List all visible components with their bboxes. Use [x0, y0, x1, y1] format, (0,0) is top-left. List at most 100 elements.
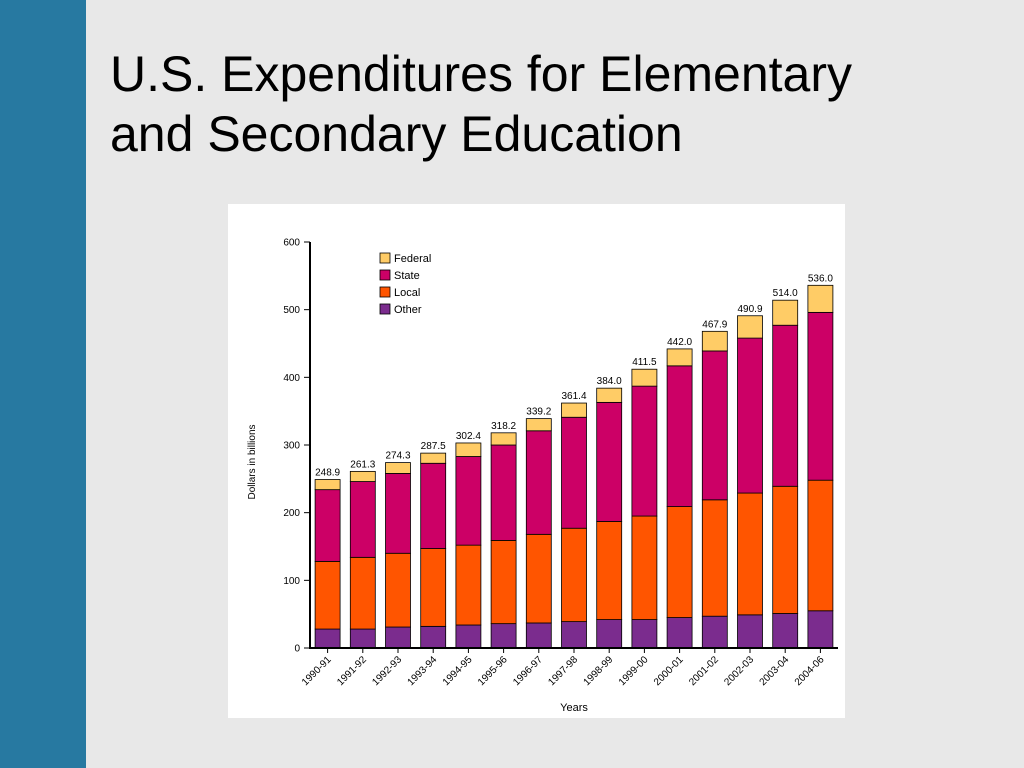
x-tick-label: 2004-06 [793, 654, 827, 688]
bar-federal-1996-97 [525, 418, 552, 432]
bar-total-label: 302.4 [456, 431, 481, 442]
bar-federal-1999-00 [631, 368, 658, 387]
x-tick-label: 2002-03 [722, 654, 756, 688]
bar-local-1997-98 [561, 527, 587, 623]
bar-state-2002-03 [737, 337, 763, 494]
bar-other-2001-02 [701, 615, 728, 649]
legend-label-federal: Federal [394, 253, 431, 265]
y-tick-label: 600 [283, 238, 300, 249]
legend-label-local: Local [394, 287, 420, 299]
bar-other-1998-99 [596, 619, 623, 649]
bar-other-1995-96 [490, 623, 517, 649]
bar-local-2000-01 [666, 506, 693, 618]
legend-swatch-local [379, 286, 391, 298]
bar-total-label: 536.0 [808, 273, 833, 284]
bar-other-1999-00 [631, 619, 658, 649]
legend-label-state: State [394, 270, 420, 282]
x-tick-label: 2001-02 [687, 654, 721, 688]
bar-local-2002-03 [737, 492, 763, 616]
bar-local-2003-04 [772, 485, 799, 614]
bar-total-label: 490.9 [737, 304, 762, 315]
side-accent-bar [0, 0, 86, 768]
bars: 248.9 261.3 274.3 287.5 302.4 318.2 339.2 361.4… [314, 273, 834, 649]
bar-total-label: 248.9 [315, 468, 340, 479]
legend: Federal State Local Other [379, 252, 431, 316]
bar-local-1995-96 [490, 540, 517, 625]
x-tick-label: 1991-92 [335, 654, 369, 688]
bar-local-2004-06 [807, 479, 834, 612]
bar-federal-1994-95 [455, 442, 482, 457]
bar-federal-1992-93 [385, 462, 411, 474]
legend-swatch-other [379, 303, 391, 315]
bar-federal-2001-02 [701, 330, 728, 352]
y-tick-label: 0 [294, 644, 300, 655]
bar-local-1996-97 [525, 533, 552, 624]
x-tick-label: 1996-97 [511, 654, 545, 688]
bar-state-1994-95 [455, 456, 482, 546]
bar-state-1992-93 [385, 473, 411, 554]
bar-other-2000-01 [666, 617, 693, 649]
bar-total-label: 261.3 [350, 459, 375, 470]
bar-state-1999-00 [631, 385, 658, 517]
chart-panel: Federal State Local Other 248.9 261.3 274.3 28… [228, 204, 845, 718]
bar-federal-2004-06 [807, 284, 834, 313]
bar-other-1996-97 [525, 622, 552, 649]
bar-federal-2002-03 [737, 315, 763, 339]
slide-title-line-2: and Secondary Education [110, 106, 683, 162]
y-tick-label: 400 [283, 373, 300, 384]
y-axis-label: Dollars in billions [247, 424, 258, 499]
bar-local-2001-02 [701, 499, 728, 617]
bar-federal-1993-94 [420, 452, 447, 464]
bar-other-1994-95 [455, 624, 482, 649]
stacked-bar-chart: Federal State Local Other 248.9 261.3 274.3 28… [247, 238, 838, 714]
bar-total-label: 361.4 [561, 391, 586, 402]
bar-other-2003-04 [772, 613, 799, 649]
bar-federal-1990-91 [314, 479, 341, 491]
x-tick-label: 1999-00 [617, 654, 651, 688]
bar-state-1997-98 [561, 416, 587, 529]
x-tick-label: 1998-99 [582, 654, 616, 688]
bar-local-1998-99 [596, 521, 623, 620]
bar-federal-2000-01 [666, 348, 693, 367]
bar-state-2000-01 [666, 365, 693, 507]
bar-total-label: 442.0 [667, 337, 692, 348]
legend-swatch-federal [379, 252, 391, 264]
bar-local-1992-93 [385, 552, 411, 628]
bar-state-2004-06 [807, 311, 834, 481]
bar-local-1994-95 [455, 544, 482, 626]
bar-other-2004-06 [807, 610, 834, 649]
bar-other-2002-03 [737, 614, 763, 649]
slide-title: U.S. Expenditures for Elementary and Sec… [110, 44, 1010, 164]
bar-state-1990-91 [314, 489, 341, 562]
y-tick-label: 500 [283, 305, 300, 316]
bar-federal-1995-96 [490, 432, 517, 446]
bar-other-1997-98 [561, 621, 587, 649]
bar-state-1993-94 [420, 462, 447, 549]
bar-state-2001-02 [701, 350, 728, 501]
bar-federal-2003-04 [772, 299, 799, 326]
y-tick-label: 200 [283, 508, 300, 519]
bar-total-label: 411.5 [632, 357, 657, 368]
bar-local-1993-94 [420, 548, 447, 627]
bar-state-1998-99 [596, 401, 623, 522]
x-axis-label: Years [560, 702, 588, 714]
bar-total-label: 318.2 [491, 421, 516, 432]
bar-state-2003-04 [772, 324, 799, 487]
bar-federal-1991-92 [349, 470, 376, 482]
x-tick-label: 1995-96 [476, 654, 510, 688]
x-tick-label: 1993-94 [406, 654, 440, 688]
y-tick-label: 300 [283, 441, 300, 452]
legend-label-other: Other [394, 304, 422, 316]
bar-federal-1997-98 [561, 402, 587, 418]
y-tick-label: 100 [283, 576, 300, 587]
x-tick-label: 1990-91 [300, 654, 334, 688]
bar-total-label: 384.0 [597, 376, 622, 387]
bar-state-1991-92 [349, 481, 376, 558]
bar-local-1990-91 [314, 560, 341, 630]
bar-total-label: 287.5 [421, 441, 446, 452]
x-tick-label: 2003-04 [758, 654, 792, 688]
bar-other-1993-94 [420, 625, 447, 649]
bar-total-label: 467.9 [702, 319, 727, 330]
legend-swatch-state [379, 269, 391, 281]
bar-local-1999-00 [631, 515, 658, 620]
